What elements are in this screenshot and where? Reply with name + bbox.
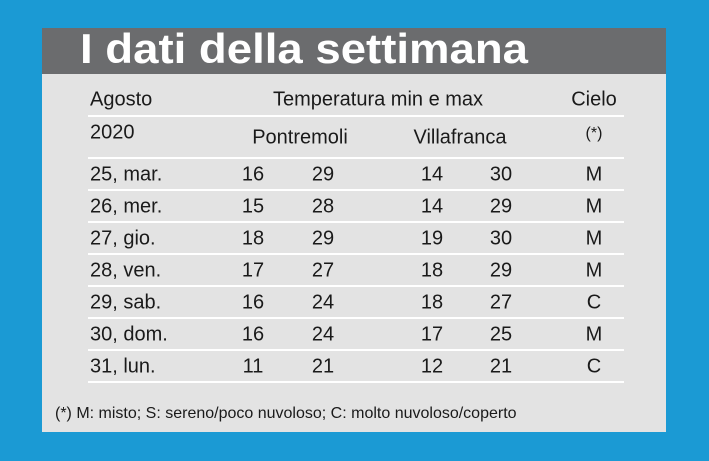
year: 2020: [90, 121, 135, 143]
cell-max: 21: [490, 355, 512, 377]
station: Pontremoli: [252, 126, 348, 148]
cell-min: 19: [421, 227, 443, 249]
title: I dati della settimana: [80, 25, 529, 72]
cell-max: 25: [490, 323, 512, 345]
cell-date: 25, mar.: [90, 163, 162, 185]
cell-max: 30: [490, 163, 512, 185]
cell-max: 21: [312, 355, 334, 377]
cell-sky: M: [586, 323, 603, 345]
cell-date: 30, dom.: [90, 323, 168, 345]
cell-sky: C: [587, 355, 601, 377]
cell-min: 18: [421, 259, 443, 281]
cell-date: 27, gio.: [90, 227, 156, 249]
month-header: Agosto: [90, 88, 152, 110]
cell-sky: M: [586, 227, 603, 249]
cell-max: 24: [312, 291, 334, 313]
temperature-header: Temperatura min e max: [273, 88, 483, 110]
cell-date: 29, sab.: [90, 291, 161, 313]
cell-min: 14: [421, 195, 443, 217]
panel: [42, 28, 666, 432]
cell-max: 30: [490, 227, 512, 249]
station: Villafranca: [413, 126, 507, 148]
cell-max: 29: [490, 259, 512, 281]
cell-min: 15: [242, 195, 264, 217]
sky-note: (*): [586, 125, 603, 142]
cell-min: 11: [243, 355, 264, 377]
title-bar: [42, 28, 666, 74]
cell-max: 27: [490, 291, 512, 313]
cell-max: 24: [312, 323, 334, 345]
sky-header: Cielo: [571, 88, 617, 110]
cell-date: 28, ven.: [90, 259, 161, 281]
cell-min: 16: [242, 323, 264, 345]
table-body: 25, mar. 16 29 14 30 M 26, mer. 15 28 14 29 M 27, gi…: [88, 163, 624, 383]
cell-max: 29: [312, 227, 334, 249]
cell-max: 27: [312, 259, 334, 281]
cell-min: 18: [421, 291, 443, 313]
cell-max: 29: [490, 195, 512, 217]
cell-sky: M: [586, 259, 603, 281]
cell-date: 31, lun.: [90, 355, 156, 377]
cell-min: 18: [242, 227, 264, 249]
cell-sky: M: [586, 163, 603, 185]
cell-min: 14: [421, 163, 443, 185]
cell-max: 28: [312, 195, 334, 217]
cell-min: 16: [242, 291, 264, 313]
cell-max: 29: [312, 163, 334, 185]
cell-min: 12: [421, 355, 443, 377]
cell-min: 17: [242, 259, 264, 281]
cell-min: 17: [421, 323, 443, 345]
cell-sky: C: [587, 291, 601, 313]
cell-sky: M: [586, 195, 603, 217]
cell-date: 26, mer.: [90, 195, 162, 217]
cell-min: 16: [242, 163, 264, 185]
footnote: (*) M: misto; S: sereno/poco nuvoloso; C…: [55, 405, 517, 422]
